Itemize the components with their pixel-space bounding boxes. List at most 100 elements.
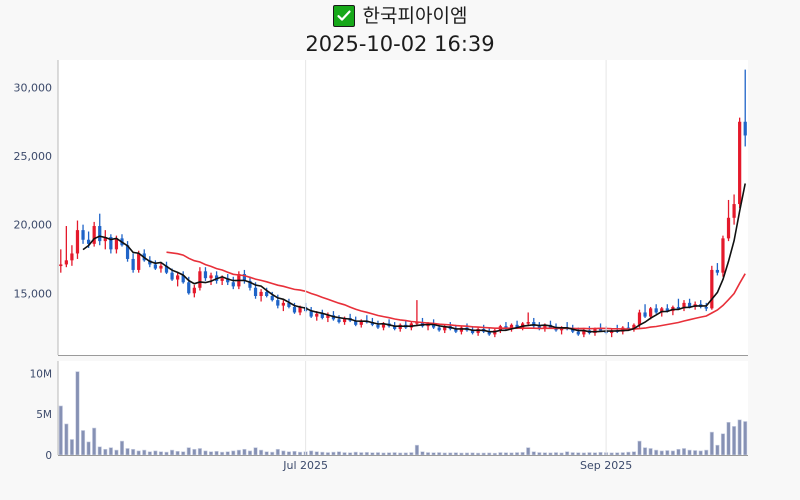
volume-bar — [592, 452, 598, 456]
candle-body — [75, 230, 80, 254]
volume-bar — [448, 452, 453, 456]
candle-body — [721, 238, 725, 273]
candle-body — [543, 324, 547, 329]
candle-body — [676, 306, 681, 309]
candle-body — [359, 320, 363, 325]
volume-tick-label: 0 — [45, 450, 52, 462]
candle-body — [181, 275, 185, 283]
volume-bar — [542, 452, 547, 456]
volume-bar — [136, 450, 141, 456]
candle-body — [576, 331, 580, 335]
volume-bar — [164, 451, 169, 456]
volume-bar — [598, 452, 603, 456]
candle-body — [687, 302, 692, 307]
volume-bar — [620, 452, 625, 456]
volume-bar — [648, 448, 653, 456]
candle-body — [153, 264, 157, 269]
volume-bar — [476, 452, 481, 456]
volume-bar — [581, 452, 586, 456]
volume-tick-label: 5M — [36, 409, 52, 421]
volume-bar — [654, 449, 659, 456]
candle-body — [487, 331, 491, 335]
price-tick-label: 15,000 — [14, 287, 53, 300]
volume-bar — [698, 450, 703, 456]
candle-body — [537, 326, 541, 329]
volume-bar — [442, 452, 447, 456]
volume-tick-label: 10M — [30, 368, 52, 380]
candle-body — [137, 253, 141, 270]
candle-body — [309, 311, 313, 317]
candle-body — [454, 328, 458, 332]
volume-bar — [576, 452, 581, 456]
candle-body — [192, 287, 196, 294]
volume-bar — [175, 451, 180, 456]
volume-bar — [526, 447, 531, 456]
volume-bar — [548, 452, 553, 456]
candle-body — [376, 324, 380, 328]
volume-bar — [314, 451, 319, 456]
candle-body — [298, 306, 302, 313]
candle-body — [571, 328, 575, 332]
volume-bar — [631, 451, 636, 456]
volume-bar — [348, 452, 353, 456]
page-title: 한국피아이엠 — [362, 5, 468, 27]
volume-bar — [203, 450, 208, 456]
x-axis-labels: Jul 2025 Sep 2025 — [282, 60, 632, 472]
candle-body — [710, 269, 714, 309]
candle-body — [682, 302, 686, 309]
volume-bar — [509, 452, 514, 456]
volume-bar — [125, 448, 130, 456]
volume-bar — [342, 452, 347, 456]
candle-body — [665, 308, 669, 312]
candle-body — [231, 282, 235, 287]
volume-bar — [247, 450, 253, 456]
volume-bar — [197, 448, 202, 456]
volume-bar — [637, 440, 642, 456]
volume-bar — [520, 452, 525, 456]
title-row: 한국피아이엠 — [0, 0, 800, 30]
candle-body — [726, 217, 731, 239]
volume-bar — [704, 449, 709, 456]
volume-bar — [464, 452, 470, 456]
candle-body — [114, 238, 119, 250]
candle-body — [220, 278, 224, 281]
candle-body — [320, 313, 324, 318]
candle-body — [109, 237, 113, 250]
volume-bar — [387, 452, 392, 456]
candle-body — [509, 324, 514, 329]
volume-bar — [437, 452, 442, 456]
candle-body — [738, 121, 742, 205]
volume-bar — [670, 450, 675, 456]
candle-body — [209, 275, 213, 279]
volume-bar — [170, 449, 175, 456]
candle-body — [187, 282, 191, 294]
candle-body — [743, 121, 747, 136]
volume-bar — [275, 448, 280, 456]
volume-bar — [392, 452, 397, 456]
candle-body — [265, 291, 269, 296]
candle-body — [281, 302, 285, 306]
candle-body — [598, 328, 603, 331]
volume-bar — [231, 450, 236, 456]
candle-body — [270, 296, 274, 301]
volume-bar — [153, 450, 158, 456]
candle-body — [381, 323, 386, 328]
volume-bar — [687, 449, 692, 456]
volume-bar — [732, 426, 737, 456]
volume-bar — [309, 450, 314, 456]
volume-bar — [253, 447, 258, 456]
volume-axis-labels: 0 5M 10M — [30, 368, 52, 462]
volume-bar — [375, 452, 380, 456]
check-icon — [332, 5, 355, 27]
volume-bar — [181, 451, 186, 456]
volume-bar — [487, 452, 492, 456]
volume-bar — [103, 448, 108, 456]
volume-bar — [242, 448, 247, 456]
candle-body — [704, 306, 708, 309]
volume-bar — [359, 452, 364, 456]
volume-bar — [292, 451, 297, 456]
volume-bar — [403, 452, 408, 456]
volume-bar — [537, 452, 542, 456]
volume-bar — [298, 451, 303, 456]
